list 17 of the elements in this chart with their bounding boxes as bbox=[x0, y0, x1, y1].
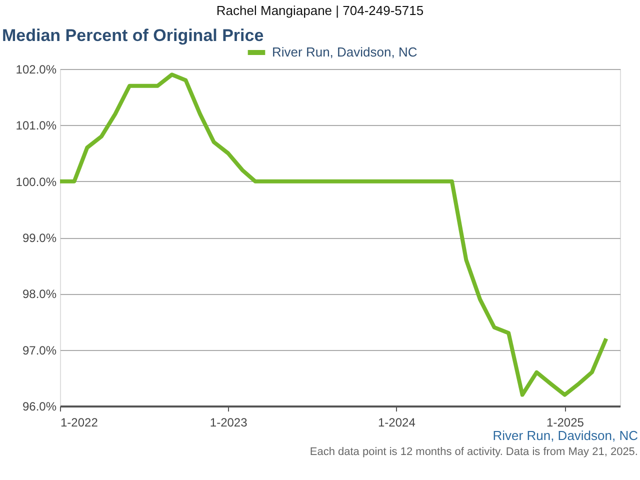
legend-label: River Run, Davidson, NC bbox=[272, 44, 418, 60]
chart-title: Median Percent of Original Price bbox=[2, 26, 264, 45]
y-tick-label: 99.0% bbox=[22, 231, 57, 245]
y-tick-label: 100.0% bbox=[16, 174, 57, 189]
y-tick-label: 97.0% bbox=[22, 343, 57, 358]
text: Each data point is 12 months of activity. Data is from May 21, 2025. bbox=[310, 446, 638, 458]
x-tick-label: 1-2025 bbox=[546, 416, 584, 430]
y-tick-label: 96.0% bbox=[22, 400, 57, 414]
line-series bbox=[60, 72, 608, 397]
text: Rachel Mangiapane | 704-249-5715 bbox=[216, 3, 424, 18]
x-tick-label: 1-2023 bbox=[210, 416, 248, 430]
x-tick-label: 1-2024 bbox=[378, 416, 416, 430]
text: River Run, Davidson, NC bbox=[492, 428, 638, 443]
y-tick-label: 101.0% bbox=[16, 118, 57, 133]
y-tick-label: 102.0% bbox=[16, 62, 57, 76]
x-tick-label: 1-2022 bbox=[60, 416, 98, 430]
y-tick-label: 98.0% bbox=[22, 287, 57, 302]
